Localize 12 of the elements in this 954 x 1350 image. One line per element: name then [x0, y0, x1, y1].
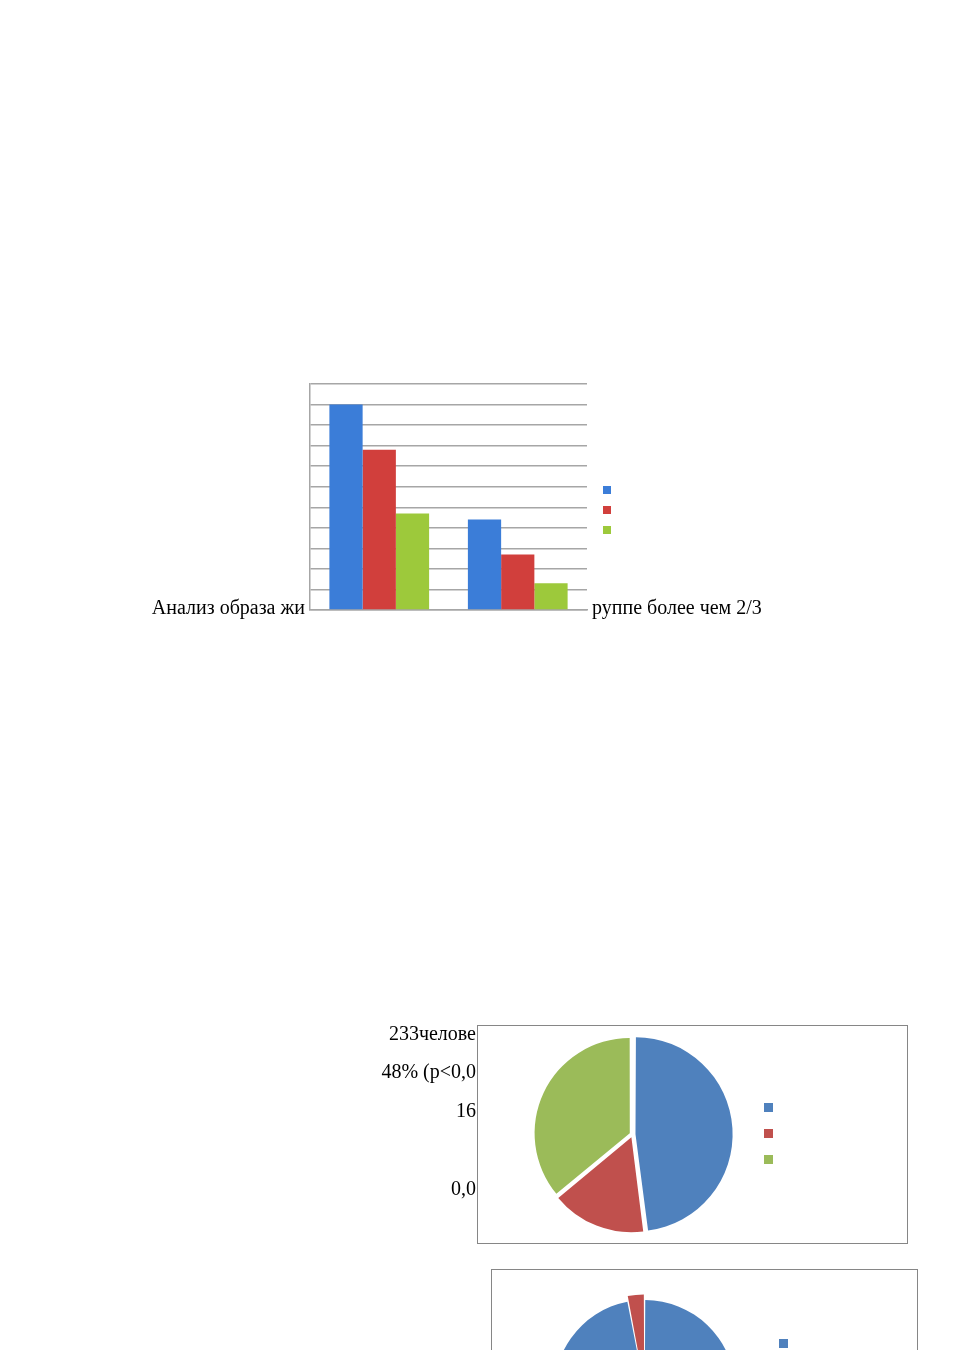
- text: руппе более чем 2/3: [592, 595, 762, 619]
- bar: [395, 513, 430, 610]
- bar: [467, 519, 502, 610]
- text: 233челове: [388, 1021, 476, 1045]
- bar: [329, 404, 363, 610]
- bar: [534, 583, 568, 610]
- bar: [501, 554, 535, 610]
- text: 48% (p<0,0: [381, 1059, 476, 1083]
- text: 16: [456, 1098, 476, 1122]
- bar: [362, 449, 396, 610]
- text: Анализ образа жи: [151, 595, 305, 619]
- text: 0,0: [451, 1176, 476, 1200]
